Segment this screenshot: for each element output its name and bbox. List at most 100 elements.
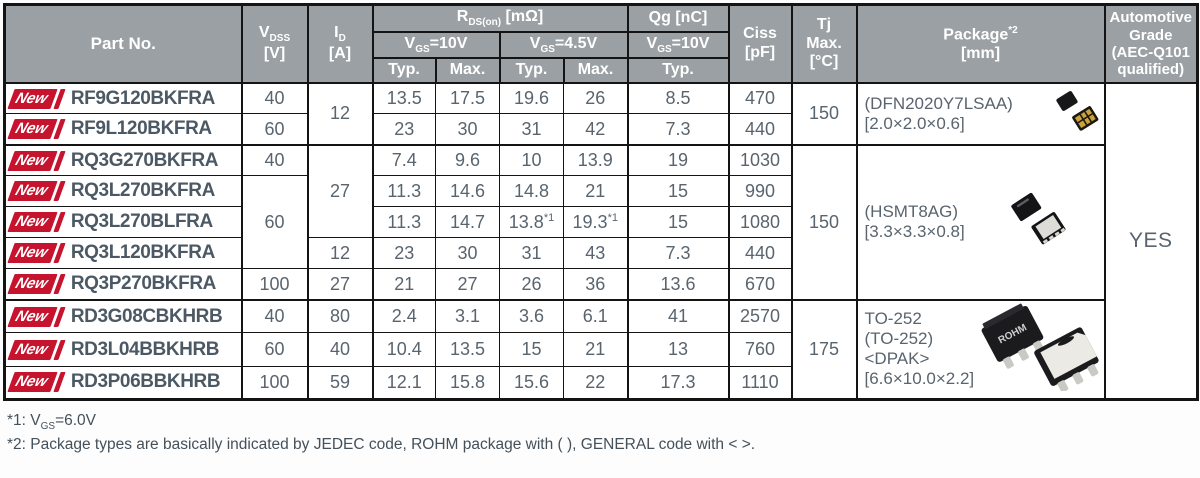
part-number: RD3L04BBKHRB [70, 338, 220, 360]
to252-package-icon: ROHM [978, 303, 1103, 396]
rdson-max-10v-cell: 14.6 [435, 175, 500, 208]
new-badge: New [7, 243, 66, 264]
col-header-id: ID [A] [306, 3, 374, 84]
col-header-max-10v: Max. [434, 57, 501, 84]
col-header-vgs-10v: VGS=10V [371, 30, 501, 60]
dfn-package-icon [1052, 89, 1102, 138]
id-cell: 27 [306, 268, 373, 301]
ciss-cell: 470 [727, 82, 792, 115]
rdson-typ-10v-cell: 10.4 [371, 332, 436, 367]
ciss-cell: 1080 [727, 206, 792, 239]
rdson-max-10v-cell: 14.7 [435, 206, 500, 239]
part-number: RD3G08CBKHRB [70, 305, 223, 327]
new-badge: New [7, 339, 66, 360]
vdss-cell: 60 [240, 113, 308, 146]
rdson-typ-10v-cell: 7.4 [371, 143, 436, 177]
vdss-cell: 100 [240, 268, 308, 301]
col-header-max-45v: Max. [562, 57, 629, 84]
table-row: New RQ3P270BKFRA 100 27 21 27 26 36 13.6 … [4, 268, 1198, 301]
rdson-typ-45v-cell: 14.8 [499, 175, 564, 208]
ciss-cell: 670 [727, 268, 792, 301]
rdson-typ-45v-cell: 15 [499, 332, 564, 367]
footnote-2: *2: Package types are basically indicate… [7, 436, 756, 454]
part-no-cell: New RQ3L270BKFRA [4, 175, 242, 208]
new-badge: New [7, 119, 66, 140]
rdson-typ-45v-cell: 26 [499, 268, 564, 301]
vdss-cell: 60 [240, 332, 308, 367]
footnote-1: *1: VGS=6.0V [7, 411, 96, 432]
rdson-typ-10v-cell: 13.5 [371, 82, 436, 115]
ciss-cell: 760 [727, 332, 792, 367]
vdss-cell: 40 [240, 298, 308, 334]
rdson-max-10v-cell: 13.5 [435, 332, 500, 367]
qg-cell: 17.3 [626, 365, 729, 400]
part-no-cell: New RF9G120BKFRA [4, 82, 242, 115]
ciss-cell: 990 [727, 175, 792, 208]
part-number: RQ3L270BLFRA [70, 211, 213, 233]
rdson-typ-10v-cell: 23 [371, 237, 436, 270]
package-cell: (DFN2020Y7LSAA) [2.0×2.0×0.6] [855, 82, 1105, 146]
rdson-typ-45v-cell: 31 [499, 237, 564, 270]
col-header-vdss: VDSS [V] [240, 3, 309, 84]
col-header-ciss: Ciss [pF] [727, 3, 793, 84]
col-header-qg-typ: Typ. [626, 57, 730, 84]
rdson-typ-10v-cell: 11.3 [371, 175, 436, 208]
table-row: New RD3L04BBKHRB 60 40 10.4 13.5 15 21 13… [4, 332, 1198, 367]
rdson-max-45v-cell: 21 [563, 332, 628, 367]
ciss-cell: 1110 [727, 365, 792, 400]
rdson-typ-45v-cell: 3.6 [499, 298, 564, 334]
rdson-max-10v-cell: 30 [435, 113, 500, 146]
col-header-rdson: RDS(on) [mΩ] [371, 3, 629, 33]
rdson-typ-45v-cell: 19.6 [499, 82, 564, 115]
vdss-cell: 40 [240, 82, 308, 115]
qg-cell: 13 [626, 332, 729, 367]
rdson-max-10v-cell: 17.5 [435, 82, 500, 115]
page: Part No. VDSS [V] ID [A] RDS(on) [mΩ] Qg [… [3, 3, 1199, 454]
part-number: RQ3G270BKFRA [70, 149, 219, 171]
rdson-typ-45v-cell: 10 [499, 143, 564, 177]
rdson-typ-10v-cell: 11.3 [371, 206, 436, 239]
vdss-cell: 40 [240, 143, 308, 177]
id-cell: 80 [306, 298, 373, 334]
tj-cell: 150 [790, 143, 857, 301]
package-cell: TO-252 (TO-252) <DPAK> [6.6×10.0×2.2] ROHM [855, 298, 1105, 400]
qg-cell: 13.6 [626, 268, 729, 301]
rdson-max-45v-cell: 22 [563, 365, 628, 400]
col-header-typ-45v: Typ. [498, 57, 565, 84]
ciss-cell: 2570 [727, 298, 792, 334]
col-header-package: Package*2 [mm] [855, 3, 1106, 84]
part-no-cell: New RQ3L120BKFRA [4, 237, 242, 270]
part-no-cell: New RD3L04BBKHRB [4, 332, 242, 367]
hsmt-package-icon [1006, 191, 1072, 254]
new-badge: New [7, 150, 66, 171]
ciss-cell: 440 [727, 237, 792, 270]
part-no-cell: New RF9L120BKFRA [4, 113, 242, 146]
rdson-max-45v-cell: 6.1 [563, 298, 628, 334]
table-row: New RD3G08CBKHRB 40 80 2.4 3.1 3.6 6.1 41… [4, 298, 1198, 400]
part-no-cell: New RD3P06BBKHRB [4, 365, 242, 400]
package-cell: (HSMT8AG) [3.3×3.3×0.8] [855, 143, 1105, 301]
rdson-max-45v-cell: 26 [563, 82, 628, 115]
rdson-typ-10v-cell: 21 [371, 268, 436, 301]
qg-cell: 41 [626, 298, 729, 334]
rdson-max-45v-cell: 36 [563, 268, 628, 301]
col-header-vgs-4-5v: VGS=4.5V [498, 30, 629, 60]
id-cell: 12 [306, 237, 373, 270]
rdson-max-10v-cell: 30 [435, 237, 500, 270]
vdss-cell: 100 [240, 365, 308, 400]
rdson-max-10v-cell: 3.1 [435, 298, 500, 334]
table-row: New RQ3L270BKFRA 60 11.3 14.6 14.8 21 15 … [4, 175, 1198, 270]
new-badge: New [7, 306, 66, 327]
new-badge: New [7, 88, 66, 109]
rdson-typ-10v-cell: 2.4 [371, 298, 436, 334]
qg-cell: 15 [626, 206, 729, 239]
col-header-typ-10v: Typ. [371, 57, 437, 84]
part-no-cell: New RD3G08CBKHRB [4, 298, 242, 334]
new-badge: New [7, 212, 66, 233]
part-number: RF9G120BKFRA [70, 87, 215, 109]
id-cell: 59 [306, 365, 373, 400]
col-header-tj: Tj Max. [°C] [790, 3, 858, 84]
ciss-cell: 1030 [727, 143, 792, 177]
part-number: RF9L120BKFRA [70, 118, 212, 140]
qg-cell: 8.5 [626, 82, 729, 115]
